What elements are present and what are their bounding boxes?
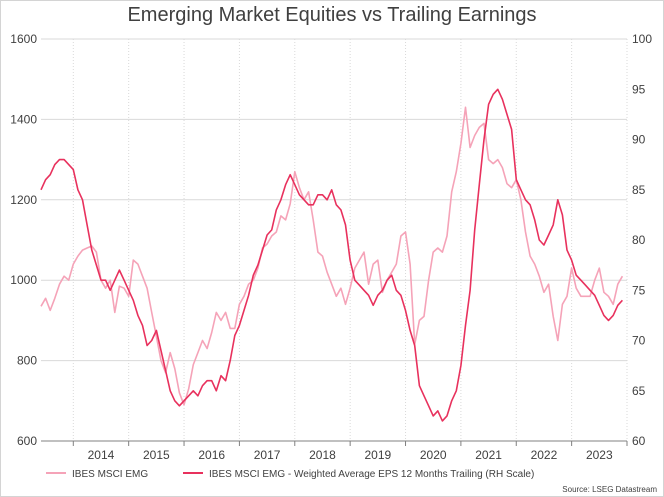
- left-axis-tick-label: 1400: [10, 112, 37, 126]
- series-line-2: [40, 88, 623, 422]
- right-axis-tick-label: 75: [632, 283, 646, 297]
- grid-lines: [41, 38, 628, 442]
- right-axis-tick-label: 80: [632, 233, 646, 247]
- chart-title: Emerging Market Equities vs Trailing Ear…: [127, 4, 537, 26]
- x-axis-labels: 2014 2015 2016 2017 2018 2019 2020 2021 2022 2023: [88, 448, 613, 462]
- x-axis-tick-label: 2021: [475, 448, 502, 462]
- x-axis-tick-label: 2018: [309, 448, 336, 462]
- x-axis-tick-label: 2016: [198, 448, 225, 462]
- right-axis-tick-label: 60: [632, 434, 646, 448]
- right-axis-tick-label: 65: [632, 384, 646, 398]
- series-lines: [40, 88, 624, 422]
- left-axis-labels: 600 800 1000 1200 1400 1600: [10, 32, 37, 448]
- right-axis-tick-label: 95: [632, 82, 646, 96]
- right-axis-tick-label: 100: [632, 32, 652, 46]
- source-note: Source: LSEG Datastream: [562, 485, 657, 494]
- left-axis-tick-label: 600: [17, 434, 37, 448]
- legend-label-series-1: IBES MSCI EMG: [72, 469, 148, 480]
- x-year-ticks: [41, 440, 628, 446]
- left-axis-tick-label: 1200: [10, 193, 37, 207]
- x-axis-tick-label: 2020: [420, 448, 447, 462]
- right-axis-tick-label: 90: [632, 133, 646, 147]
- left-axis-tick-label: 1600: [10, 32, 37, 46]
- x-axis-tick-label: 2019: [364, 448, 391, 462]
- x-axis-tick-label: 2015: [143, 448, 170, 462]
- x-axis-tick-label: 2023: [586, 448, 613, 462]
- x-axis-tick-label: 2017: [254, 448, 281, 462]
- right-axis-tick-label: 85: [632, 183, 646, 197]
- right-axis-labels: 60 65 70 75 80 85 90 95 100: [632, 32, 652, 448]
- series-line-1: [40, 106, 624, 406]
- legend: IBES MSCI EMG IBES MSCI EMG - Weighted A…: [46, 469, 534, 480]
- left-axis-tick-label: 1000: [10, 273, 37, 287]
- x-axis-tick-label: 2014: [88, 448, 115, 462]
- legend-label-series-2: IBES MSCI EMG - Weighted Average EPS 12 …: [209, 469, 534, 480]
- left-axis-tick-label: 800: [17, 354, 37, 368]
- right-axis-tick-label: 70: [632, 334, 646, 348]
- x-axis-tick-label: 2022: [531, 448, 558, 462]
